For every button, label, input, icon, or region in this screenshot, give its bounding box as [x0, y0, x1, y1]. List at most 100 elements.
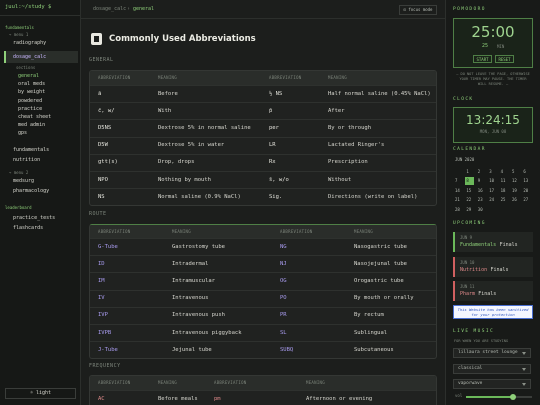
calendar-day[interactable]: 7 [455, 178, 458, 184]
section-label: GENERAL [89, 57, 114, 63]
prompt: juul:~/study $ [5, 4, 52, 10]
column-header: MEANING [158, 380, 177, 385]
nav-item-active[interactable]: dosage_calc [13, 54, 47, 60]
column-header: ABBREVIATION [98, 380, 131, 385]
calendar-day[interactable]: 29 [466, 206, 472, 212]
group-sub: → menu 1 [9, 32, 29, 37]
meaning: Before meals [158, 395, 198, 402]
table-row: AC Before meals pm Afternoon or evening [90, 390, 436, 405]
calendar-day[interactable]: 18 [500, 187, 506, 193]
calendar-day[interactable]: 14 [455, 187, 460, 193]
calendar-day[interactable]: 13 [523, 178, 529, 184]
meaning: Drop, drops [158, 159, 195, 166]
nav-item[interactable]: pharmacology [13, 188, 50, 194]
calendar-day[interactable]: 23 [477, 197, 483, 203]
nav-item[interactable]: radiography [13, 40, 47, 46]
breadcrumb[interactable]: dosage_calc [93, 6, 127, 12]
meaning: Orogastric tube [354, 277, 404, 284]
calendar-day[interactable]: 27 [523, 197, 529, 203]
table-header: ABBREVIATION MEANING ABBREVIATION MEANING [90, 71, 436, 85]
dropdown-arrow [522, 367, 526, 371]
abbreviation: NS [98, 193, 105, 200]
calendar-day[interactable]: 11 [500, 178, 506, 184]
widget-panel: POMODORO 25:00 25 MIN START RESET — DO NOT LEA… [445, 0, 540, 405]
abbreviation: s̄, w/o [269, 176, 289, 183]
volume-label: vol [455, 393, 463, 398]
calendar-day[interactable]: 21 [455, 197, 460, 203]
calendar-day[interactable]: 8 [466, 178, 469, 184]
abbreviation: IVP [98, 312, 108, 319]
table-row: ā Before ½ NS Half normal saline (0.45% NaC… [90, 85, 436, 102]
calendar-day[interactable]: 5 [512, 169, 515, 174]
calendar-day[interactable]: 16 [477, 187, 483, 193]
calendar-day[interactable]: 22 [466, 197, 472, 203]
column-header: MEANING [172, 228, 191, 234]
calendar-day[interactable]: 2 [477, 169, 481, 174]
meaning: By mouth or orally [354, 295, 414, 302]
nav-item[interactable]: medsurg [13, 178, 35, 184]
section-link[interactable]: powdered [18, 97, 43, 104]
abbreviation: ID [98, 260, 105, 267]
meaning: Nasogastric tube [354, 243, 407, 250]
abbreviation: PR [280, 312, 287, 319]
section-link[interactable]: med admin [18, 122, 46, 129]
timer-minutes: 25 [482, 43, 489, 49]
calendar-day[interactable]: 9 [477, 178, 481, 184]
focus-button[interactable]: ⊡ focus mode [399, 5, 437, 15]
meaning: Intramuscular [172, 277, 216, 284]
calendar-day[interactable]: 30 [477, 206, 483, 212]
calendar-day[interactable]: 6 [523, 169, 526, 174]
nav-item[interactable]: practice_tests [13, 215, 56, 221]
section-link[interactable]: gps [18, 130, 28, 137]
section-link[interactable]: by weight [18, 89, 46, 96]
station-select[interactable]: classical [453, 363, 531, 374]
table-row: ID Intradermal NJ Nasojejunal tube [90, 255, 436, 272]
abbreviation: per [269, 124, 279, 131]
theme-button[interactable]: ☼ light [5, 388, 76, 399]
calendar-day[interactable]: 12 [512, 178, 517, 184]
section-link[interactable]: general [18, 73, 40, 79]
table-row: c̄, w/With p̄ After [90, 102, 436, 119]
meaning: Gastrostomy tube [172, 243, 225, 250]
meaning: Directions (write on label) [328, 193, 418, 200]
calendar-day[interactable]: 24 [489, 197, 495, 203]
station-select[interactable]: lillaura street lounge [453, 348, 531, 358]
calendar-day[interactable]: 15 [466, 187, 472, 193]
calendar-day[interactable]: 17 [489, 187, 495, 193]
widget-heading: UPCOMING [453, 221, 486, 226]
calendar-day[interactable]: 26 [512, 197, 517, 203]
table-row: IVP Intravenous push PR By rectum [90, 306, 436, 324]
notice[interactable]: This Website has been sanitized for your… [453, 305, 533, 319]
volume-fill [466, 396, 512, 398]
volume-thumb[interactable] [510, 394, 516, 400]
table-row: gtt(s) Drop, drops Rx Prescription [90, 153, 436, 171]
meaning: Lactated Ringer's [328, 142, 385, 149]
title-icon [91, 33, 102, 45]
abbreviation: pm [214, 395, 221, 402]
calendar-day[interactable]: 4 [500, 169, 504, 174]
section-link[interactable]: practice [18, 105, 43, 112]
nav-item[interactable]: nutrition [13, 157, 41, 163]
calendar-day[interactable]: 10 [489, 178, 495, 184]
section-link[interactable]: cheat sheet [18, 114, 52, 120]
calendar-day[interactable]: 1 [466, 169, 469, 174]
clock-time: 13:24:15 [466, 113, 520, 127]
calendar-day[interactable]: 3 [489, 169, 492, 174]
event-label: Finals [499, 242, 518, 248]
calendar-day[interactable]: 25 [500, 197, 506, 203]
today-highlight [465, 177, 475, 186]
event-card: JUN 11 Pharm Finals [453, 281, 533, 301]
nav-item[interactable]: flashcards [13, 225, 44, 231]
calendar-day[interactable]: 28 [455, 206, 460, 212]
abbreviation: IM [98, 277, 105, 284]
calendar-day[interactable]: 19 [512, 187, 517, 193]
nav-highlight [4, 51, 78, 63]
section-link[interactable]: oral meds [18, 81, 46, 88]
reset-button[interactable]: RESET [495, 55, 514, 63]
station-select[interactable]: vaporwave [453, 379, 531, 389]
meaning: Nasojejunal tube [354, 260, 407, 267]
calendar-day[interactable]: 20 [523, 187, 529, 193]
nav-item[interactable]: fundamentals [13, 147, 50, 153]
start-button[interactable]: START [473, 55, 492, 63]
table: ABBREVIATION MEANING ABBREVIATION MEANING ā B… [89, 70, 437, 207]
